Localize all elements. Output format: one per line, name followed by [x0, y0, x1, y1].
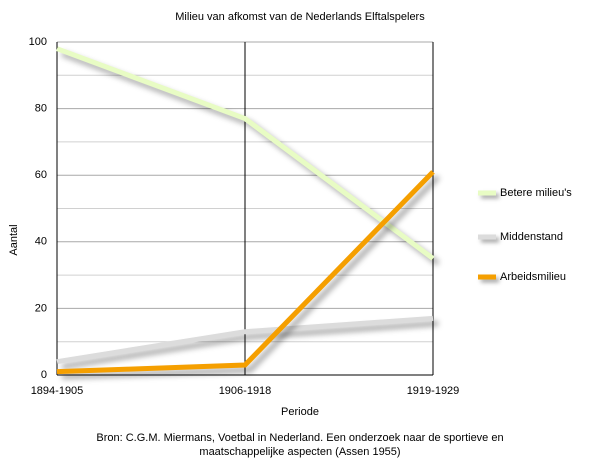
source-note: Bron: C.G.M. Miermans, Voetbal in Nederl…	[96, 432, 503, 444]
series-line	[56, 46, 435, 261]
legend-label: Betere milieu's	[500, 187, 572, 199]
legend-label: Arbeidsmilieu	[500, 271, 566, 283]
chart-title: Milieu van afkomst van de Nederlands Elf…	[175, 11, 425, 23]
x-axis-label: Periode	[281, 406, 319, 418]
legend-label: Middenstand	[500, 231, 563, 243]
y-tick-label: 40	[35, 236, 47, 248]
y-tick-label: 0	[41, 369, 47, 381]
y-tick-label: 100	[29, 36, 47, 48]
y-tick-label: 20	[35, 302, 47, 314]
series-line	[56, 315, 434, 365]
series-line	[56, 170, 435, 375]
x-tick-label: 1906-1918	[219, 385, 272, 397]
y-axis-label: Aantal	[8, 224, 20, 255]
x-tick-label: 1894-1905	[31, 385, 84, 397]
x-tick-label: 1919-1929	[407, 385, 460, 397]
y-tick-label: 80	[35, 103, 47, 115]
source-note: maatschappelijke aspecten (Assen 1955)	[199, 446, 400, 458]
y-tick-label: 60	[35, 169, 47, 181]
